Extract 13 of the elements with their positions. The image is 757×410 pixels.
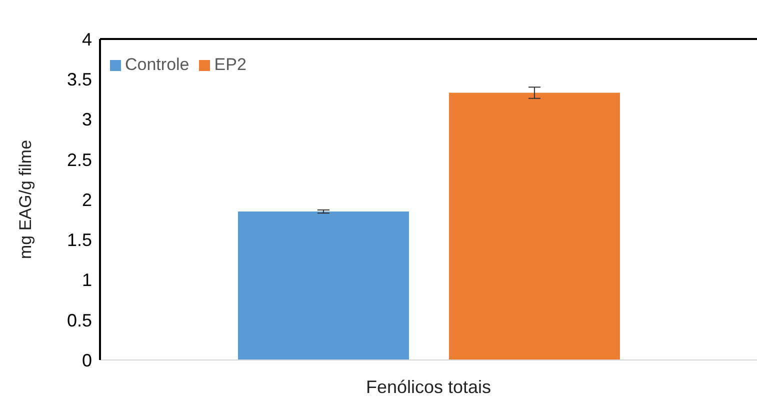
x-tick-label: Fenólicos totais [366, 376, 492, 397]
y-tick-label: 1.5 [66, 230, 92, 250]
legend-label: Controle [125, 55, 190, 74]
y-axis-title: mg EAG/g filme [16, 140, 36, 260]
y-tick-label: 0 [82, 350, 92, 370]
y-tick-label: 2 [82, 190, 92, 210]
y-tick-label: 3 [82, 110, 92, 130]
y-tick-label: 0.5 [66, 310, 92, 330]
y-tick-label: 4 [82, 29, 92, 50]
legend-label: EP2 [214, 55, 246, 74]
y-tick-label: 3.5 [66, 70, 92, 90]
y-tick-label: 1 [82, 270, 92, 290]
y-tick-label: 2.5 [66, 150, 92, 170]
